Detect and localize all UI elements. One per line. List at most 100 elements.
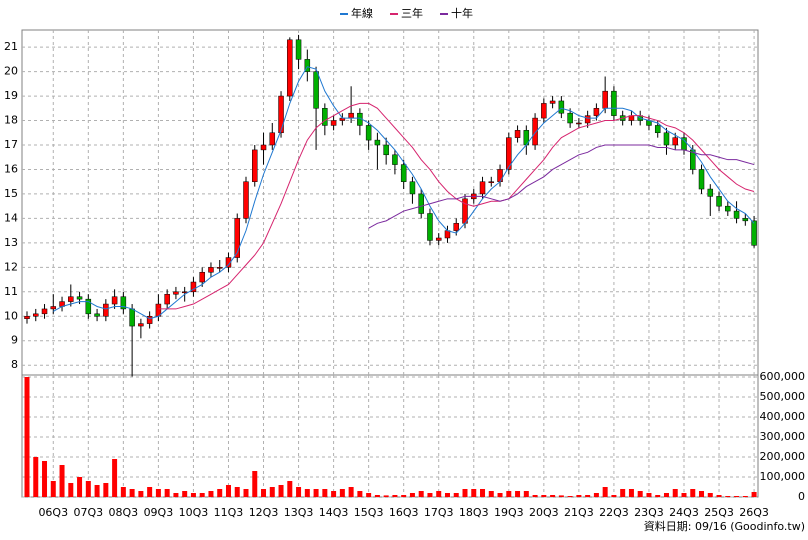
volume-bar <box>331 491 337 497</box>
volume-bar <box>550 495 556 497</box>
y2-tick-label: 100,000 <box>760 470 806 483</box>
x-tick-label: 15Q3 <box>354 506 384 519</box>
candle-body <box>138 323 144 327</box>
volume-bar <box>392 495 398 497</box>
x-tick-label: 14Q3 <box>319 506 349 519</box>
x-tick-label: 19Q3 <box>494 506 524 519</box>
volume-bar <box>690 489 696 497</box>
x-tick-label: 25Q3 <box>704 506 734 519</box>
volume-bar <box>217 489 223 497</box>
x-tick-label: 08Q3 <box>109 506 139 519</box>
volume-bar <box>401 495 407 497</box>
candle-body <box>672 137 678 146</box>
volume-bar <box>418 491 424 497</box>
volume-bar <box>646 493 652 497</box>
candle-body <box>584 115 591 124</box>
candle-body <box>85 298 92 315</box>
volume-bar <box>383 495 389 497</box>
candle-body <box>751 220 757 246</box>
y-tick-label: 20 <box>4 65 18 78</box>
volume-bar <box>164 489 170 497</box>
volume-bar <box>409 493 415 497</box>
candle-body <box>383 144 389 156</box>
candle-body <box>164 294 170 305</box>
candle-body <box>611 90 617 116</box>
candle-body <box>453 223 459 231</box>
ma-line <box>368 144 755 229</box>
volume-bar <box>515 491 521 497</box>
candle-body <box>733 210 740 219</box>
x-tick-label: 22Q3 <box>599 506 629 519</box>
volume-bar <box>541 495 547 497</box>
candle-body <box>707 188 714 197</box>
candle-body <box>602 90 608 109</box>
volume-bar <box>523 491 529 497</box>
y-tick-label: 13 <box>4 236 18 249</box>
volume-bar <box>593 493 599 497</box>
candle-body <box>365 125 372 141</box>
y-tick-label: 19 <box>4 89 18 102</box>
volume-bar <box>120 487 126 497</box>
volume-bar <box>436 491 442 497</box>
candle-body <box>287 39 293 97</box>
volume-bar <box>269 487 275 497</box>
y-tick-label: 12 <box>4 260 18 273</box>
x-tick-label: 16Q3 <box>389 506 419 519</box>
x-tick-label: 23Q3 <box>634 506 664 519</box>
candle-body <box>295 39 302 60</box>
candle-body <box>444 230 451 239</box>
x-tick-label: 09Q3 <box>144 506 174 519</box>
volume-bar <box>716 495 722 497</box>
volume-bar <box>50 481 56 497</box>
y2-tick-label: 300,000 <box>760 430 806 443</box>
candle-body <box>427 213 433 241</box>
candle-body <box>374 139 381 146</box>
y-tick-label: 11 <box>4 285 18 298</box>
x-tick-label: 11Q3 <box>214 506 244 519</box>
candle-body <box>558 100 565 114</box>
volume-bar <box>558 495 564 497</box>
candle-body <box>260 144 267 151</box>
candle-body <box>435 237 442 241</box>
candle-body <box>742 218 749 222</box>
candle-body <box>497 169 503 182</box>
volume-bar <box>155 489 161 497</box>
candle-body <box>716 196 722 207</box>
volume-bar <box>620 489 626 497</box>
volume-bar <box>68 483 74 497</box>
y-tick-label: 18 <box>4 114 18 127</box>
candle-body <box>146 316 153 324</box>
volume-bar <box>567 496 573 497</box>
candle-body <box>725 205 731 212</box>
volume-bar <box>42 461 48 497</box>
volume-bar <box>147 487 153 497</box>
y-tick-label: 16 <box>4 162 18 175</box>
volume-bar <box>532 495 538 497</box>
candle-body <box>654 125 661 134</box>
volume-bar <box>129 489 135 497</box>
candle-body <box>216 267 223 269</box>
volume-bar <box>225 485 231 497</box>
volume-bar <box>628 489 634 497</box>
candle-body <box>514 130 521 138</box>
candle-body <box>593 108 600 116</box>
x-tick-label: 10Q3 <box>179 506 209 519</box>
volume-bar <box>681 493 687 497</box>
y-tick-label: 8 <box>11 358 18 371</box>
y-tick-label: 10 <box>4 309 18 322</box>
volume-bar <box>497 493 503 497</box>
candle-body <box>532 117 538 146</box>
volume-bar <box>663 493 669 497</box>
volume-bar <box>59 465 65 497</box>
candle-body <box>400 164 407 182</box>
legend-label: 三年 <box>401 6 423 20</box>
candle-body <box>549 100 556 104</box>
volume-bar <box>304 489 310 497</box>
volume-bar <box>199 493 205 497</box>
volume-bar <box>576 495 582 497</box>
candle-body <box>541 103 547 119</box>
footer: 資料日期: 09/16 (Goodinfo.tw) <box>644 519 805 533</box>
volume-bar <box>471 489 477 497</box>
candle-body <box>698 169 705 190</box>
y2-tick-label: 200,000 <box>760 450 806 463</box>
